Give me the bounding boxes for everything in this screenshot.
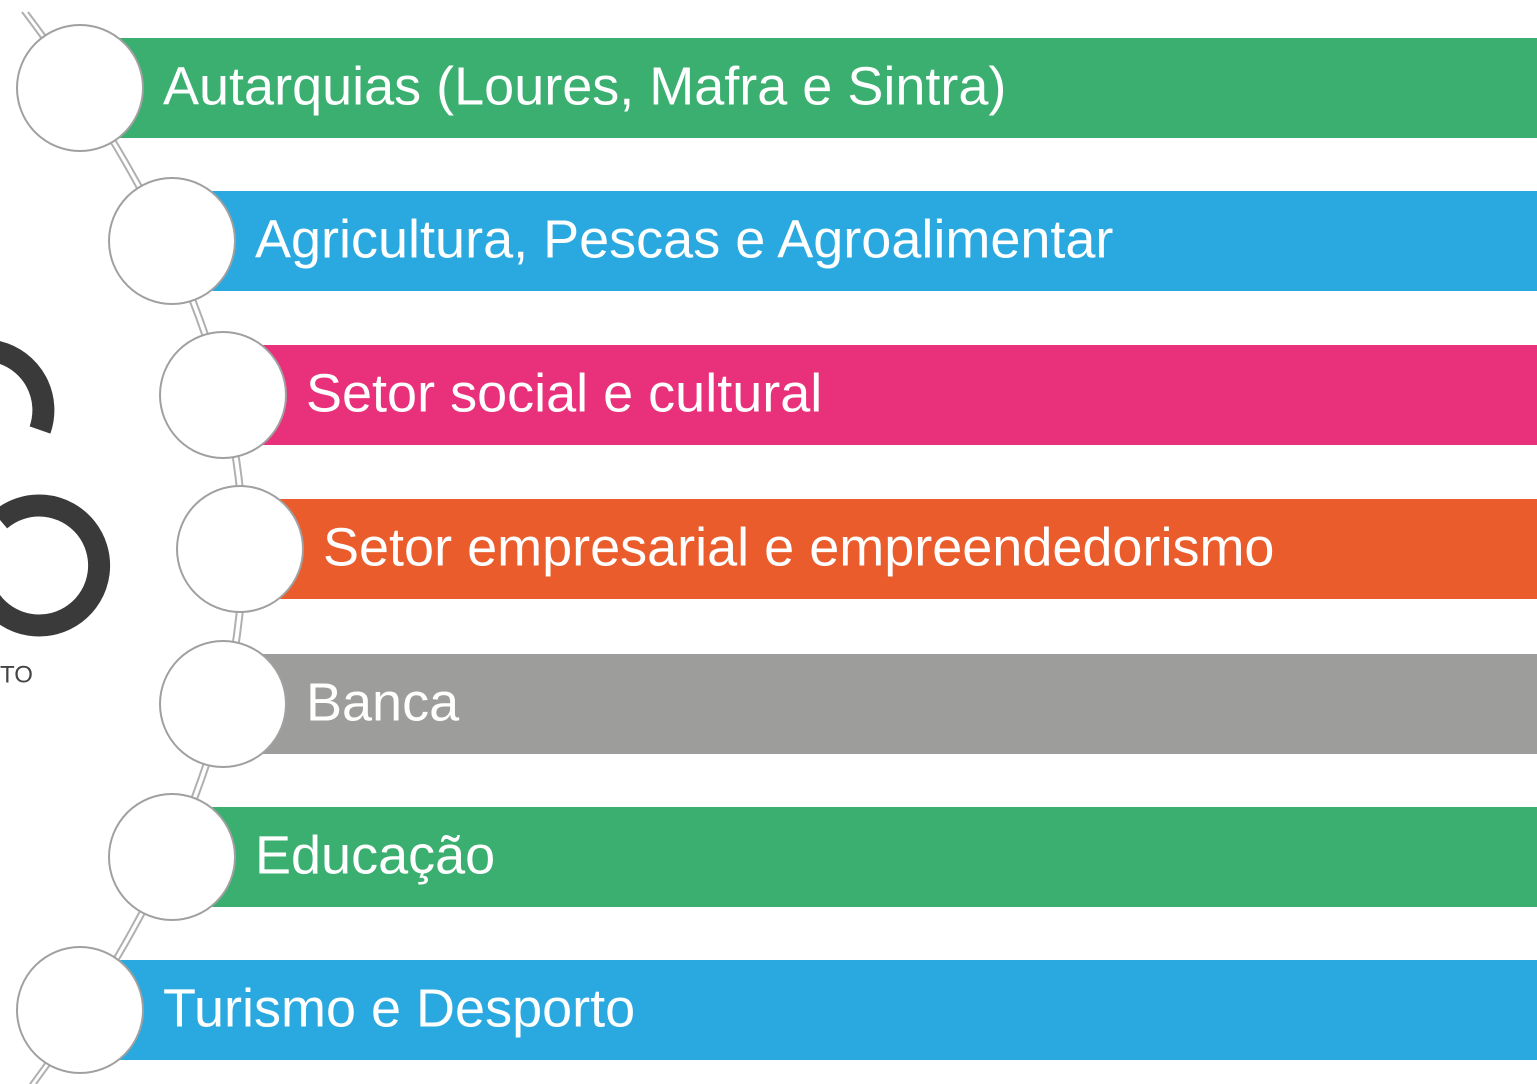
- list-node: [108, 793, 236, 921]
- list-node: [159, 640, 287, 768]
- list-bar: [172, 807, 1537, 907]
- list-label: Banca: [306, 672, 460, 732]
- list: Autarquias (Loures, Mafra e Sintra) Agric…: [16, 24, 1537, 1074]
- list-bar: [80, 38, 1537, 138]
- list-label: Setor social e cultural: [306, 363, 822, 423]
- list-label: Turismo e Desporto: [163, 978, 635, 1038]
- list-node: [16, 24, 144, 152]
- list-node: [16, 946, 144, 1074]
- logo-shape: [0, 341, 111, 637]
- logo-text: TO: [0, 661, 33, 688]
- list-label: Educação: [255, 825, 495, 885]
- list-bar: [80, 960, 1537, 1060]
- list-bar: [240, 499, 1537, 599]
- list-bar: [172, 191, 1537, 291]
- list-bar: [223, 345, 1537, 445]
- list-node: [108, 177, 236, 305]
- list-bar: [223, 654, 1537, 754]
- list-node: [159, 331, 287, 459]
- list-label: Autarquias (Loures, Mafra e Sintra): [163, 56, 1006, 116]
- list-node: [176, 485, 304, 613]
- list-label: Setor empresarial e empreendedorismo: [323, 517, 1274, 577]
- list-label: Agricultura, Pescas e Agroalimentar: [255, 209, 1113, 269]
